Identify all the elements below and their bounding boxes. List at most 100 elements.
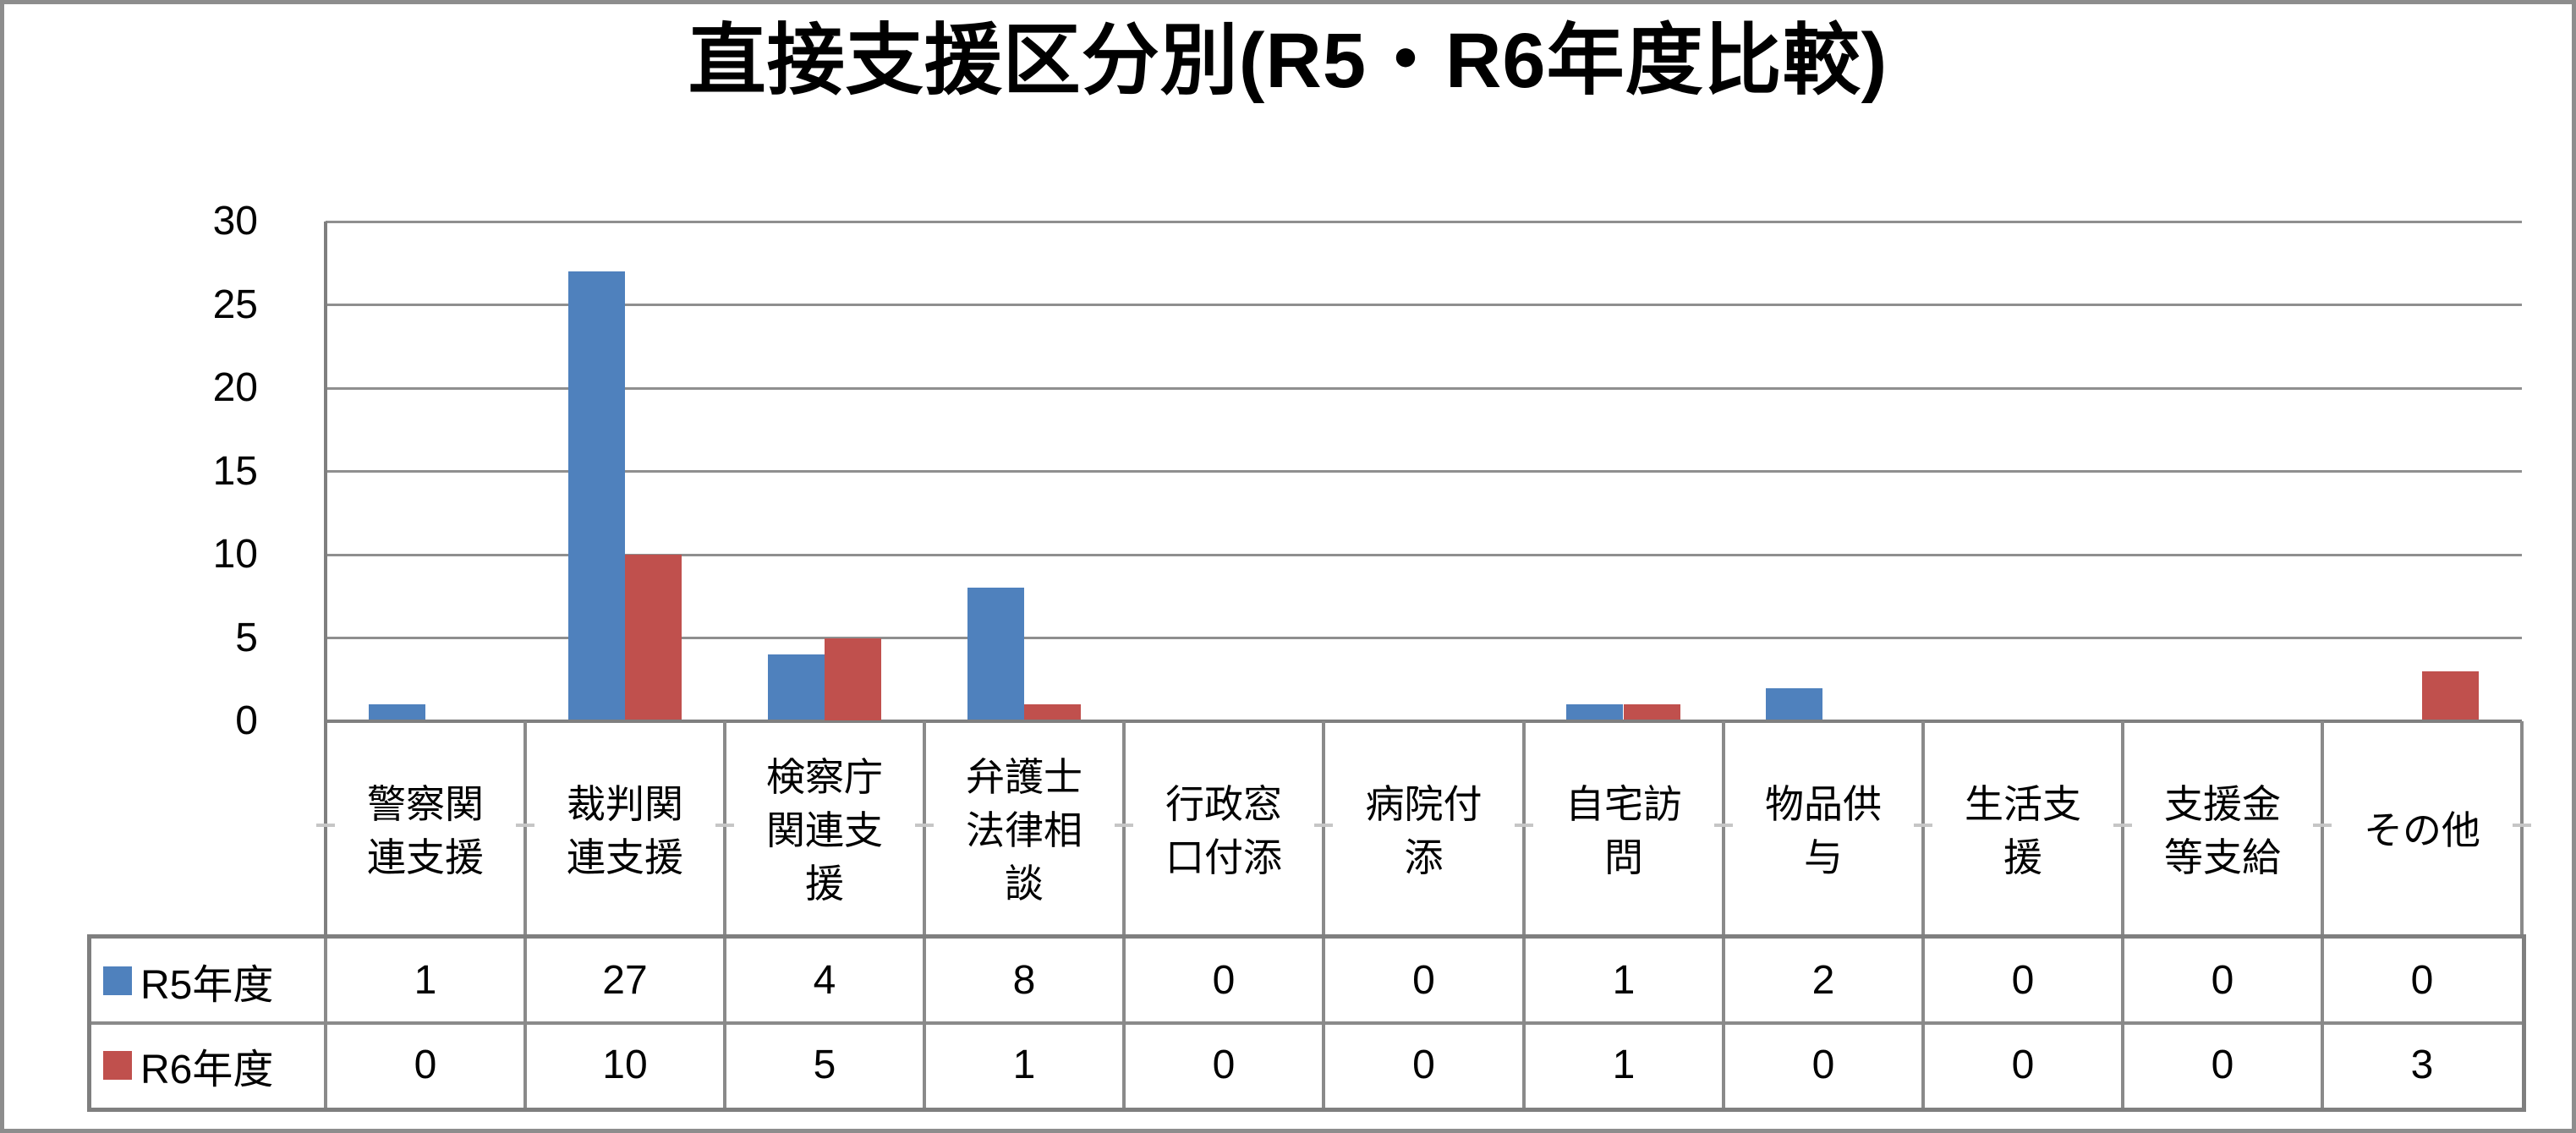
data-table-row-divider: [91, 1021, 2522, 1025]
category-label-text: 生活支援: [1965, 781, 2081, 879]
y-axis-tick-label: 5: [235, 616, 258, 660]
category-border-notch: [516, 824, 534, 827]
category-separator: [1722, 721, 1725, 939]
y-gridline: [326, 304, 2522, 306]
category-separator: [2121, 721, 2124, 939]
category-label-text: 病院付添: [1365, 781, 1483, 879]
bar-R6年度-自宅訪問: [1624, 704, 1680, 720]
y-axis-line: [324, 222, 327, 939]
table-cell-value: 4: [813, 958, 836, 1003]
category-border-notch: [715, 824, 734, 827]
table-cell-value: 0: [1212, 958, 1236, 1003]
table-cell-value: 2: [1811, 958, 1835, 1003]
legend-swatch-R6年度: [103, 1051, 132, 1080]
category-border-notch: [2313, 824, 2332, 827]
table-cell-value: 0: [1412, 1043, 1435, 1087]
y-gridline: [326, 637, 2522, 639]
category-border-notch: [2113, 824, 2132, 827]
data-table-col-divider: [723, 939, 726, 1108]
table-cell-value: 0: [2011, 958, 2035, 1003]
category-label: 弁護士法律相談: [924, 726, 1124, 935]
y-axis-tick-label: 10: [212, 532, 258, 577]
bar-R5年度-弁護士法律相談: [967, 588, 1024, 720]
data-table-border: [87, 934, 2526, 1112]
category-label-text: 裁判関連支援: [567, 781, 683, 879]
legend-label: R5年度: [140, 963, 274, 1008]
category-separator: [1921, 721, 1925, 939]
legend-item-R6年度: R6年度: [91, 1023, 322, 1108]
category-label-text: 自宅訪問: [1565, 781, 1682, 879]
legend-item-R5年度: R5年度: [91, 939, 322, 1023]
category-label-text: その他: [2364, 808, 2480, 852]
table-cell-value: 0: [1412, 958, 1435, 1003]
category-label: 行政窓口付添: [1124, 726, 1324, 935]
y-axis-tick-label: 15: [212, 449, 258, 494]
table-cell-value: 1: [1012, 1043, 1036, 1087]
category-border-notch: [915, 824, 934, 827]
category-label: 自宅訪問: [1524, 726, 1724, 935]
y-gridline: [326, 387, 2522, 390]
category-label: 裁判関連支援: [525, 726, 725, 935]
data-table-col-divider: [523, 939, 527, 1108]
y-gridline: [326, 554, 2522, 556]
table-cell-value: 5: [813, 1043, 836, 1087]
category-border-notch: [1914, 824, 1932, 827]
bar-R5年度-検察庁関連支援: [768, 654, 825, 720]
category-label: 病院付添: [1324, 726, 1524, 935]
table-cell-value: 0: [2410, 958, 2434, 1003]
data-table-col-divider: [2321, 939, 2324, 1108]
data-table-col-divider: [923, 939, 926, 1108]
category-border-notch: [316, 824, 335, 827]
y-axis-tick-label: 25: [212, 282, 258, 327]
chart-title: 直接支援区分別(R5・R6年度比較): [688, 18, 1888, 104]
data-table-col-divider: [2121, 939, 2124, 1108]
category-border-notch: [1515, 824, 1533, 827]
category-label-text: 支援金等支給: [2164, 781, 2281, 879]
legend-swatch-R5年度: [103, 966, 132, 995]
category-separator: [1122, 721, 1126, 939]
bar-R6年度-検察庁関連支援: [825, 638, 881, 720]
table-cell-value: 0: [2011, 1043, 2035, 1087]
category-separator: [723, 721, 726, 939]
table-cell-value: 8: [1012, 958, 1036, 1003]
bar-R6年度-その他: [2422, 671, 2479, 720]
table-cell-value: 0: [2211, 958, 2234, 1003]
data-table-col-divider: [324, 939, 327, 1108]
category-label: その他: [2322, 726, 2522, 935]
data-table-col-divider: [1522, 939, 1526, 1108]
table-cell-value: 1: [1612, 958, 1636, 1003]
table-cell-value: 0: [1811, 1043, 1835, 1087]
category-border-notch: [1314, 824, 1333, 827]
category-label: 警察関連支援: [326, 726, 525, 935]
legend-label: R6年度: [140, 1048, 274, 1092]
category-label-text: 警察関連支援: [367, 781, 484, 879]
category-label: 生活支援: [1923, 726, 2123, 935]
data-table-col-divider: [1722, 939, 1725, 1108]
table-cell-value: 27: [602, 958, 648, 1003]
category-label-text: 検察庁関連支援: [766, 755, 883, 906]
bar-R5年度-自宅訪問: [1566, 704, 1623, 720]
category-label-text: 行政窓口付添: [1165, 781, 1282, 879]
x-axis-line: [326, 720, 2522, 723]
category-border-notch: [2513, 824, 2531, 827]
category-separator: [1522, 721, 1526, 939]
category-border-notch: [1714, 824, 1733, 827]
y-axis-tick-label: 20: [212, 365, 258, 410]
y-gridline: [326, 221, 2522, 223]
table-cell-value: 0: [414, 1043, 437, 1087]
bar-R6年度-裁判関連支援: [625, 555, 682, 720]
category-label-text: 物品供与: [1765, 781, 1882, 879]
category-separator: [2520, 721, 2524, 939]
data-table-col-divider: [1921, 939, 1925, 1108]
table-cell-value: 0: [1212, 1043, 1236, 1087]
y-gridline: [326, 470, 2522, 473]
category-separator: [1322, 721, 1325, 939]
y-axis-tick-label: 30: [212, 199, 258, 244]
bar-R5年度-物品供与: [1766, 688, 1822, 720]
table-cell-value: 0: [2211, 1043, 2234, 1087]
table-cell-value: 10: [602, 1043, 648, 1087]
category-separator: [923, 721, 926, 939]
table-cell-value: 3: [2410, 1043, 2434, 1087]
data-table-col-divider: [1322, 939, 1325, 1108]
